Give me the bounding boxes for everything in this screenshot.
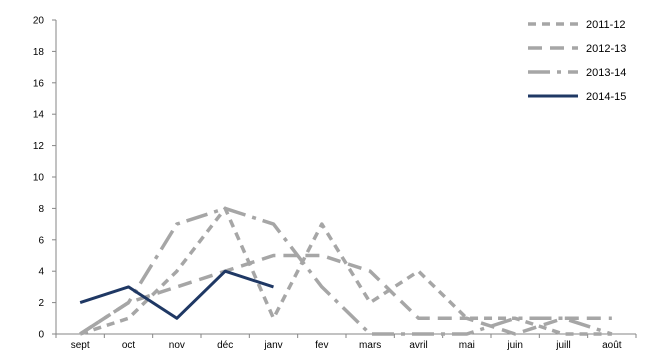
y-tick-label: 10 bbox=[33, 173, 45, 184]
y-tick-label: 20 bbox=[33, 16, 45, 27]
legend-label: 2011-12 bbox=[586, 19, 626, 31]
x-tick-label: avril bbox=[409, 340, 427, 351]
x-tick-label: nov bbox=[169, 340, 185, 351]
axes: 0 2 4 6 8 10 12 14 16 18 20 sept oct nov déc janv fev mar… bbox=[33, 16, 637, 351]
x-tick-label: août bbox=[602, 340, 622, 351]
legend-label: 2012-13 bbox=[586, 43, 626, 55]
legend-label: 2013-14 bbox=[586, 67, 626, 79]
y-tick-label: 16 bbox=[33, 78, 45, 89]
series-line-2011-12 bbox=[79, 206, 612, 336]
legend: 2011-12 2012-13 2013-14 2014-15 bbox=[528, 19, 626, 103]
y-tick-label: 8 bbox=[38, 204, 44, 215]
y-tick-label: 6 bbox=[38, 235, 44, 246]
x-tick-label: fev bbox=[315, 340, 328, 351]
y-tick-label: 12 bbox=[33, 141, 45, 152]
x-tick-label: sept bbox=[71, 340, 90, 351]
x-tick-label: déc bbox=[217, 340, 233, 351]
x-tick-label: juin bbox=[506, 340, 523, 351]
y-tick-label: 2 bbox=[38, 298, 44, 309]
x-tick-label: mai bbox=[459, 340, 475, 351]
x-tick-label: oct bbox=[122, 340, 136, 351]
y-tick-label: 0 bbox=[38, 330, 44, 341]
series-line-2013-14 bbox=[79, 206, 613, 336]
x-tick-label: janv bbox=[263, 340, 282, 351]
series-line-2014-15 bbox=[79, 269, 274, 320]
legend-label: 2014-15 bbox=[586, 91, 626, 103]
y-tick-label: 4 bbox=[38, 267, 44, 278]
x-tick-label: juill bbox=[555, 340, 570, 351]
x-tick-label: mars bbox=[359, 340, 381, 351]
y-tick-label: 14 bbox=[33, 110, 45, 121]
series-line-2012-13 bbox=[79, 253, 612, 336]
y-tick-label: 18 bbox=[33, 47, 45, 58]
series-layer bbox=[79, 206, 613, 336]
